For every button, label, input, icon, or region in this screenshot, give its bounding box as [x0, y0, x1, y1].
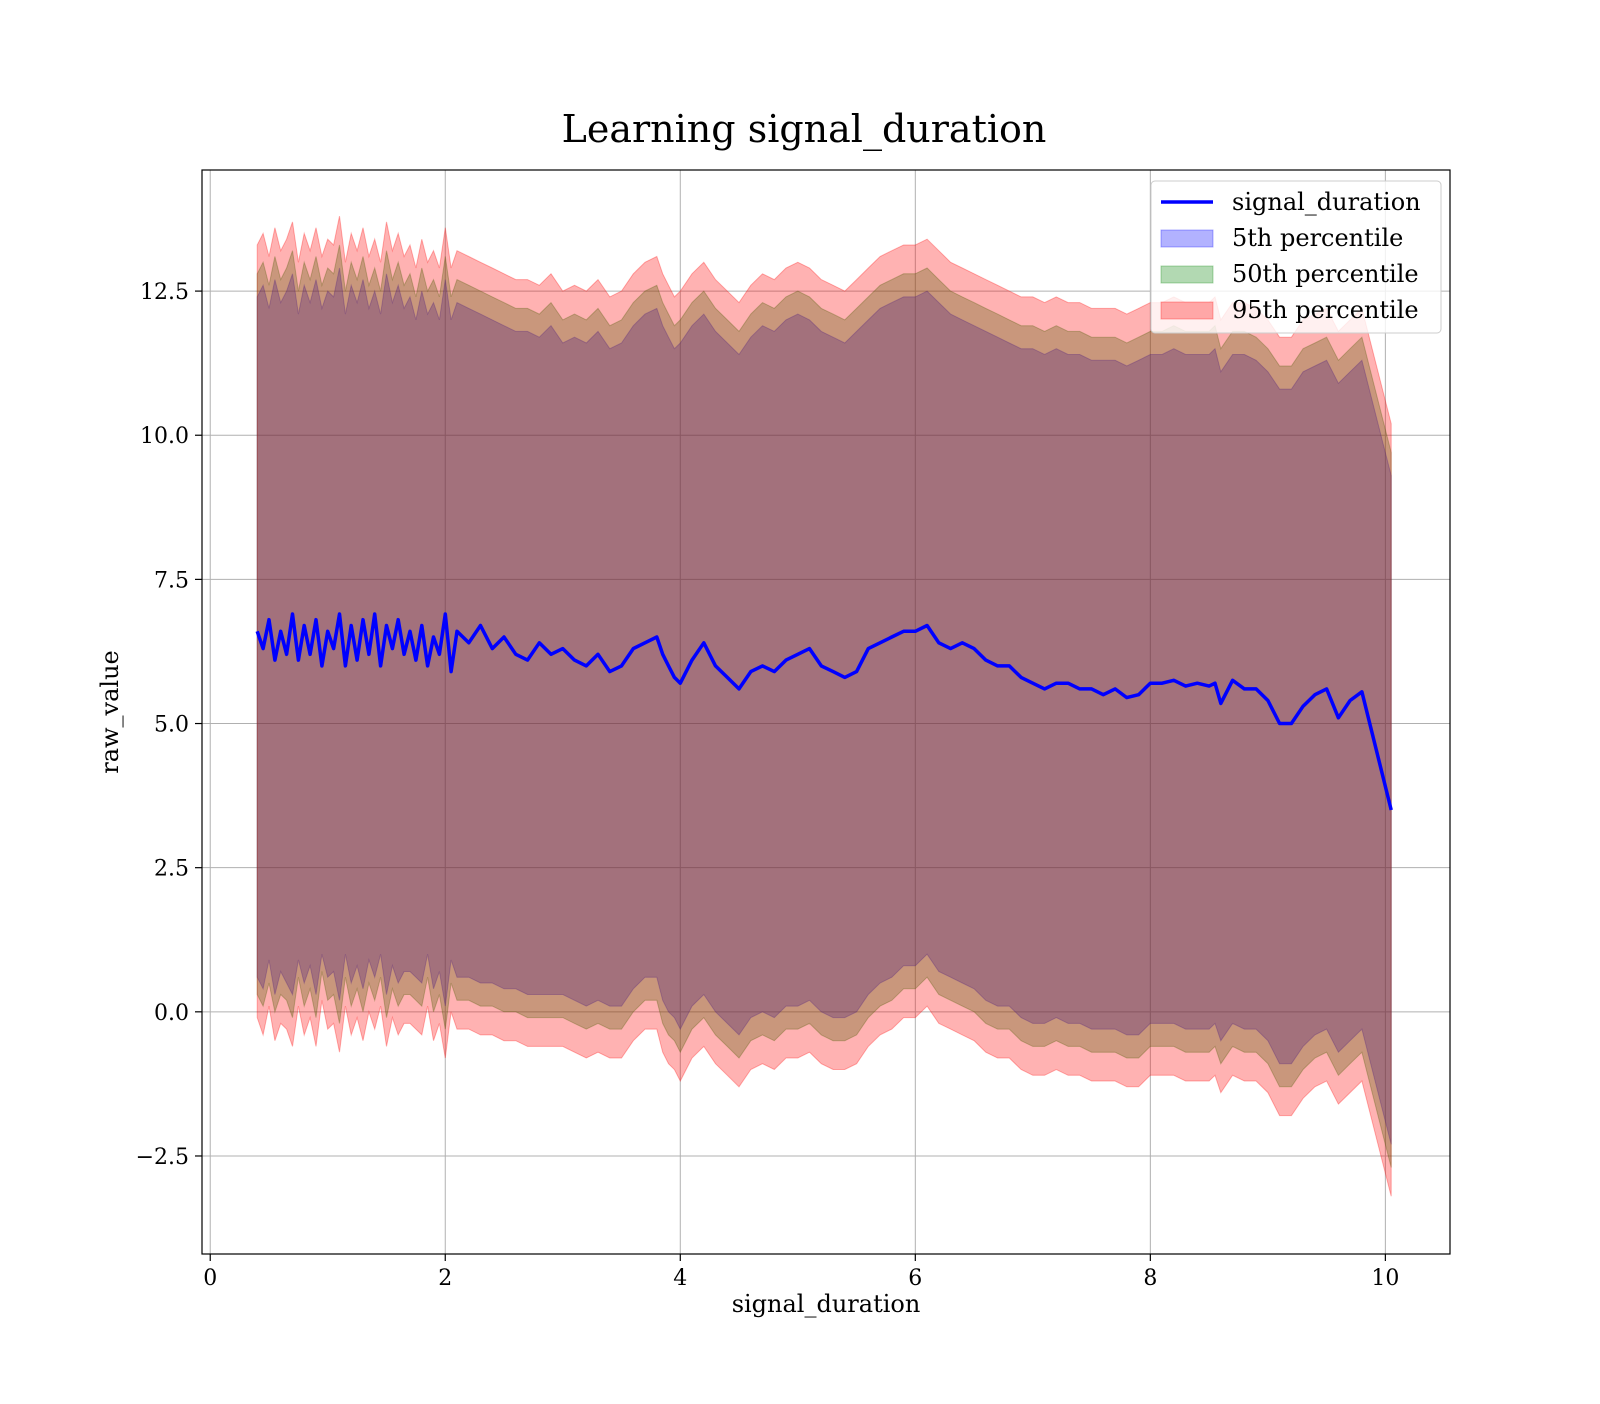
y-tick-label: −2.5	[136, 1145, 189, 1170]
y-tick-label: 12.5	[140, 280, 189, 305]
band-95th-percentile	[256, 215, 1392, 1197]
tick-layer: 0 2 4 6 8 10 −2.5 0.0 2.5 5.0 7.5 10.0 12.5	[136, 280, 1400, 1291]
legend-label: signal_duration	[1232, 188, 1421, 216]
x-tick-label: 2	[438, 1266, 452, 1291]
legend-label: 95th percentile	[1232, 296, 1419, 324]
y-tick-label: 0.0	[154, 1001, 189, 1026]
legend-box	[1150, 180, 1442, 334]
x-tick-label: 0	[203, 1266, 217, 1291]
legend-patch-swatch	[1160, 265, 1214, 284]
legend-label: 5th percentile	[1232, 224, 1403, 252]
y-axis-label: raw_value	[96, 650, 124, 774]
grid-layer	[202, 170, 1450, 1254]
x-tick-label: 6	[908, 1266, 922, 1291]
legend-patch-swatch	[1160, 301, 1214, 320]
line-layer	[255, 612, 1393, 811]
y-tick-label: 7.5	[154, 568, 189, 593]
y-tick-label: 5.0	[154, 713, 189, 738]
legend-label: 50th percentile	[1232, 260, 1419, 288]
chart-title: Learning signal_duration	[562, 107, 1047, 152]
series-line-signal-duration	[255, 612, 1393, 811]
plot-frame	[201, 169, 1451, 1255]
legend-patch-swatch	[1160, 229, 1214, 248]
y-tick-label: 2.5	[154, 857, 189, 882]
band-layer	[256, 215, 1392, 1197]
band-50th-percentile	[256, 244, 1392, 1168]
band-5th-percentile	[256, 267, 1392, 1145]
x-tick-label: 10	[1371, 1266, 1399, 1291]
legend: signal_duration 5th percentile 50th percen…	[1150, 180, 1442, 334]
x-tick-label: 4	[673, 1266, 687, 1291]
x-tick-label: 8	[1143, 1266, 1157, 1291]
x-axis-label: signal_duration	[732, 1290, 921, 1318]
y-tick-label: 10.0	[140, 424, 189, 449]
